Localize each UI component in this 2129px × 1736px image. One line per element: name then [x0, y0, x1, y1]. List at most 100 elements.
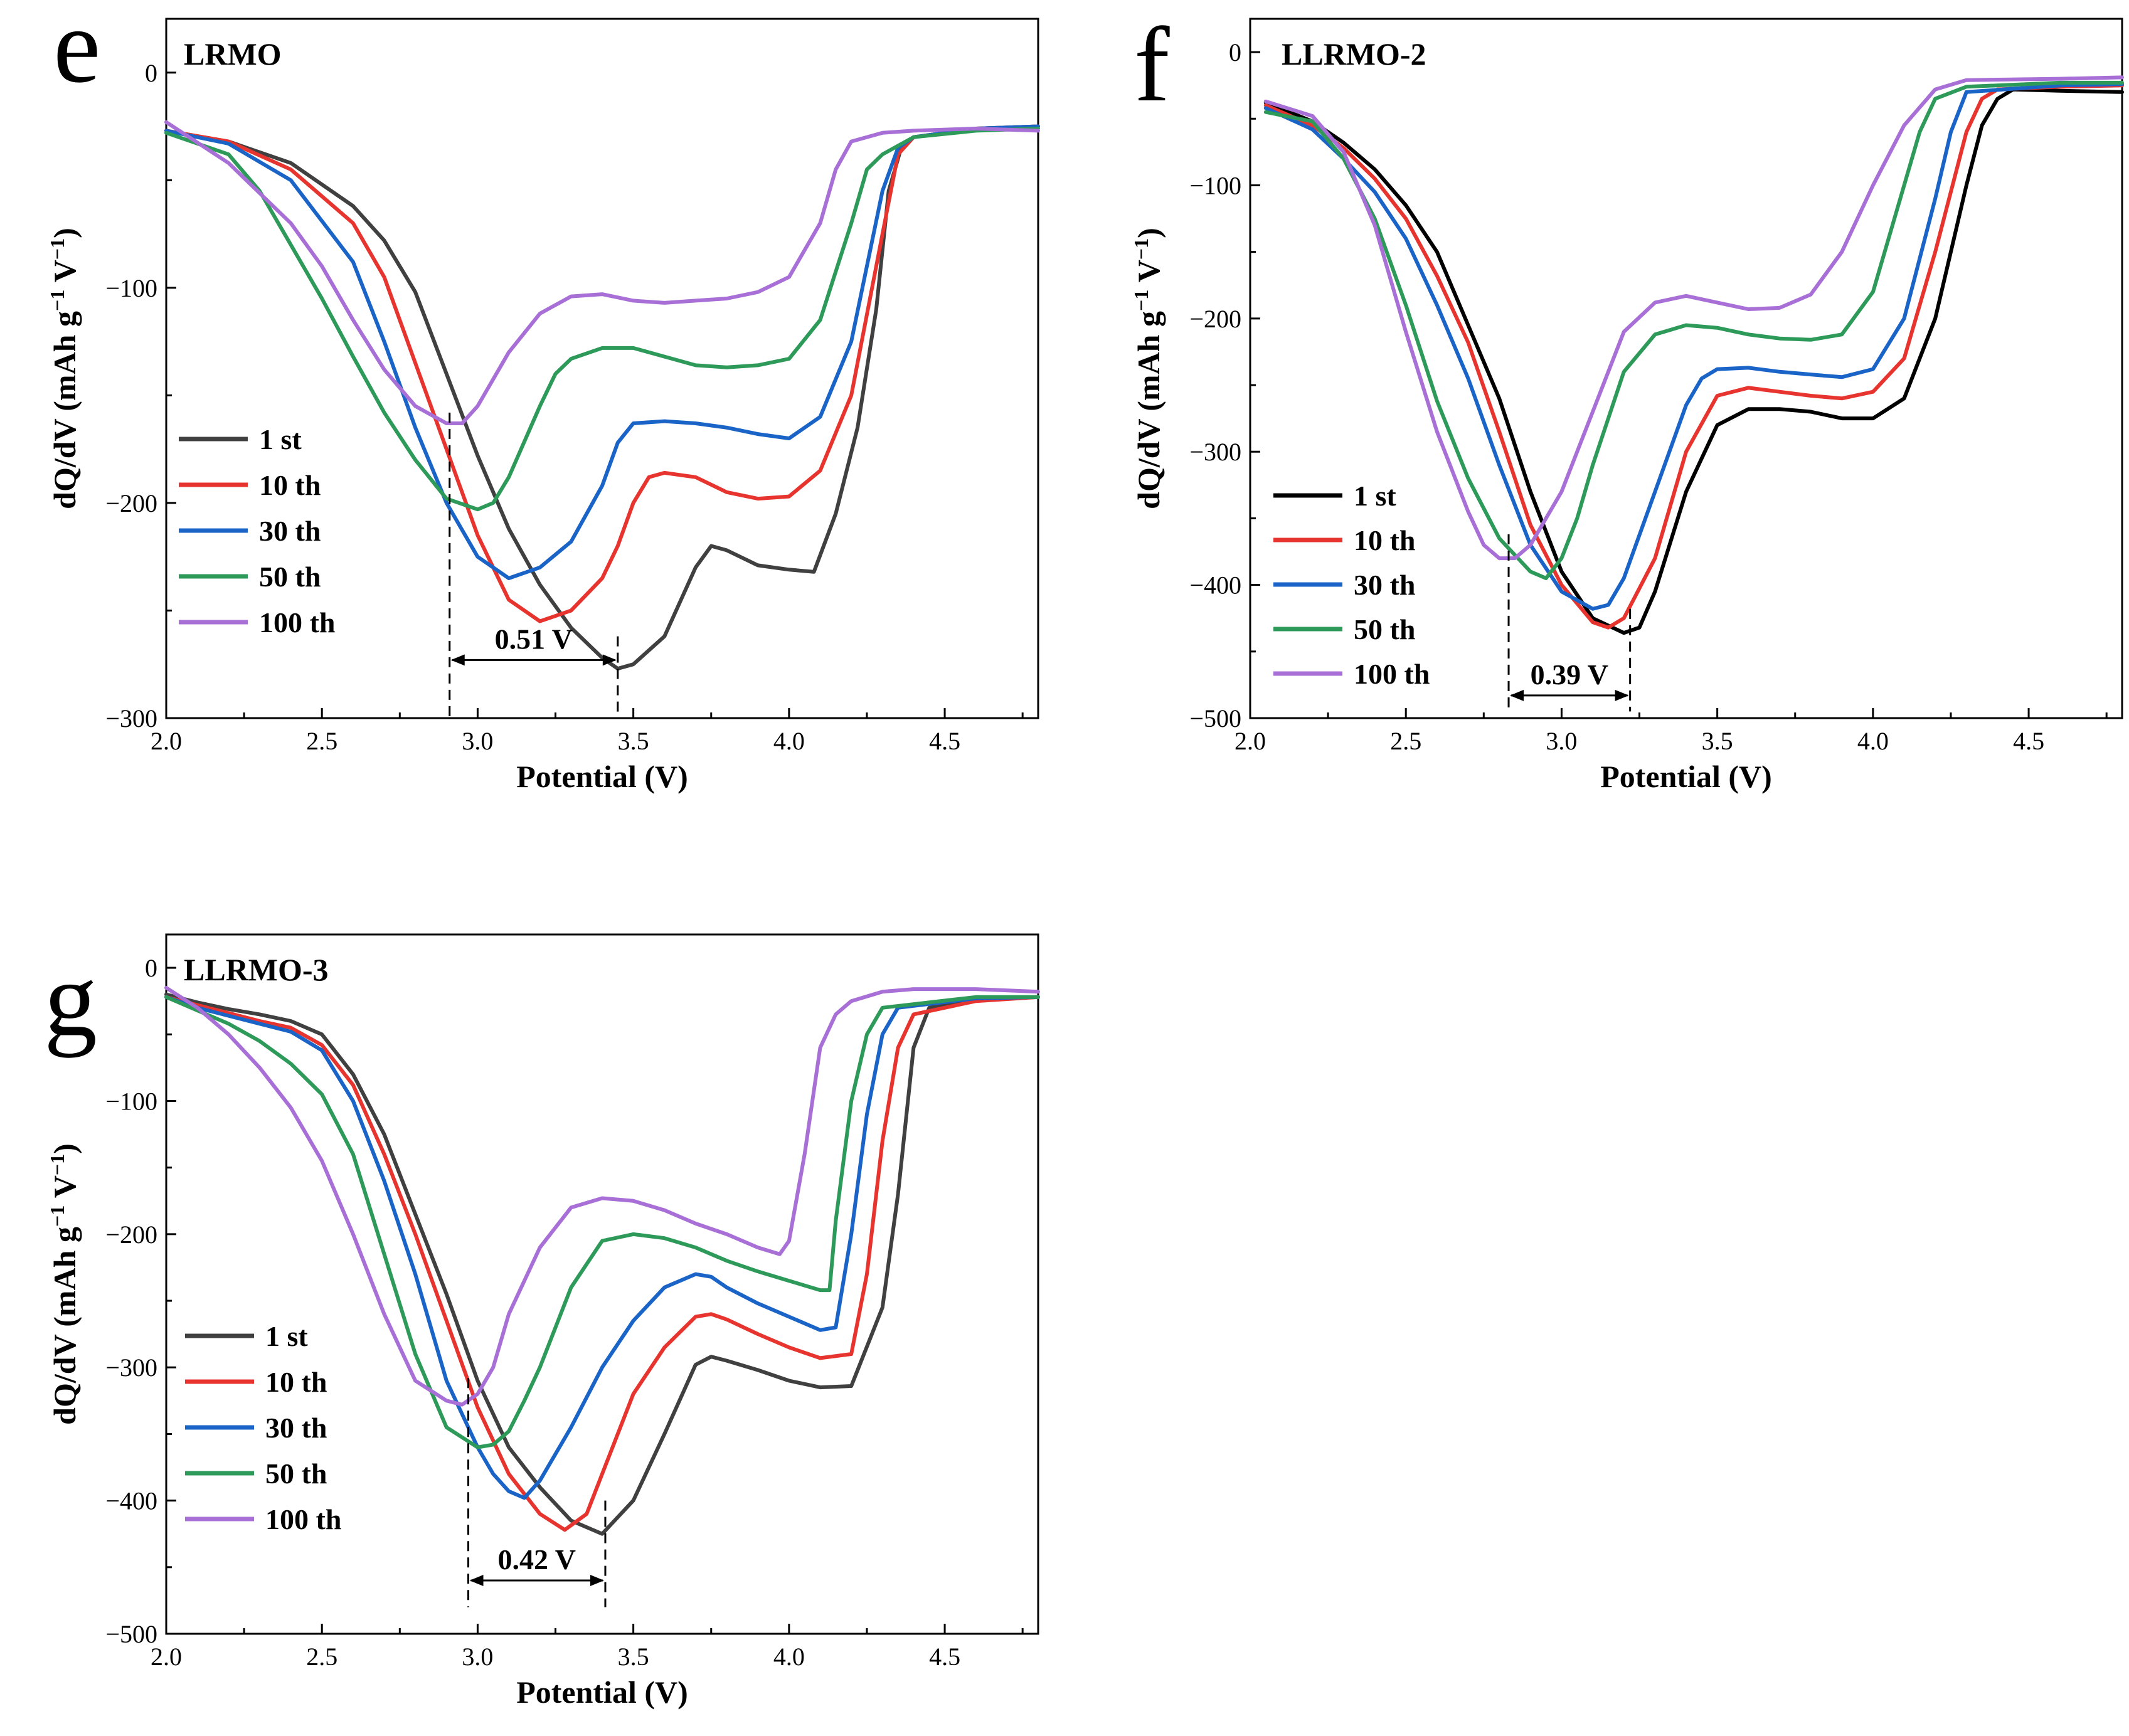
legend-label: 100 th — [1354, 658, 1430, 690]
y-tick-label: −200 — [105, 489, 157, 517]
y-axis-label-part: V — [47, 260, 82, 290]
y-axis-label-part: V — [1131, 260, 1166, 290]
plot-frame — [165, 18, 1039, 719]
panel-letter: g — [44, 940, 97, 1058]
legend-label: 1 st — [265, 1320, 308, 1352]
x-tick-label: 3.5 — [618, 727, 649, 755]
y-axis-label-part: ) — [1131, 228, 1166, 238]
x-tick-label: 4.5 — [929, 1643, 960, 1671]
y-tick-label: −100 — [105, 1087, 157, 1115]
legend-label: 30 th — [265, 1412, 327, 1444]
x-tick-label: 2.5 — [306, 1643, 337, 1671]
panel-title: LRMO — [184, 36, 282, 71]
y-tick-label: 0 — [145, 954, 157, 982]
legend-label: 50 th — [1354, 613, 1415, 645]
series-line-1st — [1263, 87, 2124, 635]
series-line-50th — [1263, 80, 2124, 580]
y-tick-label: −300 — [1189, 438, 1241, 466]
annotation-arrowhead-right — [602, 654, 617, 666]
y-tick-label: −100 — [1189, 171, 1241, 199]
y-axis-label: dQ/dV (mAh g−1 V−1) — [1130, 228, 1166, 509]
legend-label: 100 th — [265, 1503, 341, 1535]
y-tick-label: −400 — [105, 1487, 157, 1515]
legend-label: 10 th — [259, 469, 321, 501]
legend-label: 30 th — [259, 515, 321, 547]
x-tick-label: 3.5 — [618, 1643, 649, 1671]
x-tick-label: 3.0 — [1546, 727, 1577, 755]
series-line-1st — [164, 992, 1040, 1536]
legend-label: 1 st — [1354, 480, 1396, 512]
x-tick-label: 2.5 — [1390, 727, 1421, 755]
panel-e: 2.0 2.5 3.0 3.5 4.0 4.5 0 −100 −200 −300 Potential… — [46, 0, 1040, 794]
x-tick-label: 3.5 — [1702, 727, 1733, 755]
y-axis-label-superscript: −1 — [46, 1205, 68, 1227]
legend-label: 100 th — [259, 606, 335, 638]
annotation-arrowhead-right — [590, 1575, 604, 1587]
y-axis-label-superscript: −1 — [46, 1154, 68, 1175]
y-tick-label: −300 — [105, 1353, 157, 1382]
panel-letter: f — [1134, 6, 1170, 124]
series-line-10th — [164, 995, 1040, 1532]
x-tick-label: 4.0 — [1857, 727, 1889, 755]
y-tick-label: 0 — [1229, 38, 1241, 66]
panel-g: 2.0 2.5 3.0 3.5 4.0 4.5 0 −100 −200 −300 −400 −500 P… — [44, 933, 1040, 1710]
plot-frame — [1249, 18, 2123, 719]
y-tick-label: −500 — [105, 1620, 157, 1648]
y-axis-label-superscript: −1 — [1130, 290, 1152, 311]
annotation-arrowhead-left — [450, 654, 465, 666]
series-line-30th — [1263, 82, 2124, 611]
x-tick-label: 2.5 — [306, 727, 337, 755]
panel-title: LLRMO-2 — [1282, 36, 1426, 71]
legend-label: 50 th — [265, 1458, 327, 1490]
panel-title: LLRMO-3 — [184, 952, 329, 987]
legend-label: 1 st — [259, 423, 302, 455]
y-axis-label-part: dQ/dV (mAh g — [47, 311, 82, 509]
x-tick-label: 3.0 — [462, 1643, 493, 1671]
legend-label: 30 th — [1354, 569, 1415, 601]
y-axis-label-superscript: −1 — [1130, 238, 1152, 260]
plot-frame — [165, 933, 1039, 1635]
y-tick-label: −500 — [1189, 704, 1241, 733]
series-line-100th — [1263, 75, 2124, 561]
x-tick-label: 4.5 — [929, 727, 960, 755]
y-tick-label: −200 — [1189, 305, 1241, 333]
y-axis-label-part: dQ/dV (mAh g — [1131, 311, 1166, 509]
y-tick-label: −200 — [105, 1220, 157, 1249]
y-tick-label: −100 — [105, 274, 157, 302]
x-axis-label: Potential (V) — [516, 1675, 688, 1710]
legend-label: 50 th — [259, 561, 321, 593]
y-axis-label-superscript: −1 — [46, 290, 68, 311]
panel-letter: e — [53, 0, 100, 105]
x-tick-label: 2.0 — [151, 727, 182, 755]
series-line-1st — [164, 124, 1040, 671]
annotation-label: 0.42 V — [498, 1543, 576, 1575]
y-axis-label-part: dQ/dV (mAh g — [47, 1227, 82, 1425]
series-line-30th — [164, 995, 1040, 1500]
y-axis-label-part: ) — [47, 228, 82, 238]
y-axis-label-part: ) — [47, 1143, 82, 1154]
x-tick-label: 3.0 — [462, 727, 493, 755]
series-line-100th — [164, 986, 1040, 1407]
annotation-arrowhead-left — [469, 1575, 484, 1587]
series-line-50th — [164, 995, 1040, 1449]
x-axis-label: Potential (V) — [1600, 759, 1772, 794]
y-tick-label: 0 — [145, 59, 157, 87]
series-line-100th — [164, 120, 1040, 425]
x-tick-label: 2.0 — [151, 1643, 182, 1671]
x-tick-label: 4.0 — [773, 727, 805, 755]
x-tick-label: 2.0 — [1234, 727, 1266, 755]
series-line-10th — [164, 124, 1040, 623]
x-axis-label: Potential (V) — [516, 759, 688, 794]
panel-f: 2.0 2.5 3.0 3.5 4.0 4.5 0 −100 −200 −300 −400 −500 P… — [1130, 6, 2124, 794]
y-axis-label: dQ/dV (mAh g−1 V−1) — [46, 1143, 82, 1425]
annotation-label: 0.51 V — [495, 623, 573, 655]
series-line-50th — [164, 127, 1040, 512]
y-tick-label: −400 — [1189, 571, 1241, 600]
legend-label: 10 th — [265, 1366, 327, 1398]
y-tick-label: −300 — [105, 704, 157, 733]
x-tick-label: 4.5 — [2013, 727, 2044, 755]
y-axis-label-superscript: −1 — [46, 238, 68, 260]
annotation-arrowhead-left — [1510, 689, 1524, 701]
series-line-10th — [1263, 83, 2124, 630]
